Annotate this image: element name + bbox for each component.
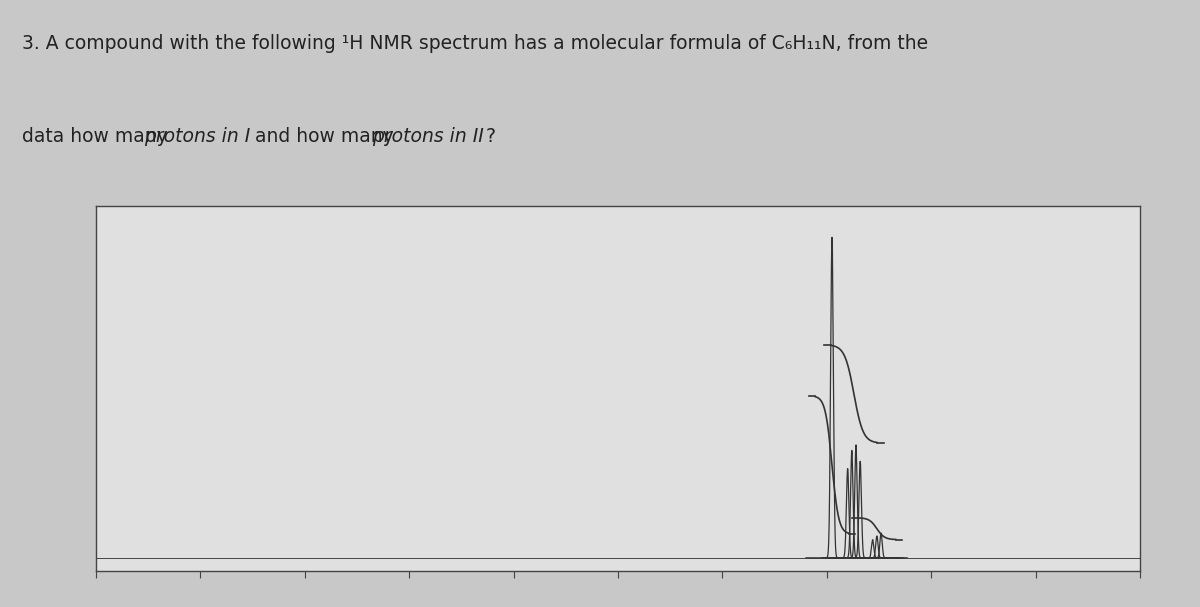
Text: protons in II: protons in II bbox=[372, 127, 484, 146]
Text: 3. A compound with the following ¹H NMR spectrum has a molecular formula of C₆H₁: 3. A compound with the following ¹H NMR … bbox=[22, 34, 928, 53]
Text: and how many: and how many bbox=[250, 127, 400, 146]
Text: data how many: data how many bbox=[22, 127, 173, 146]
Text: ?: ? bbox=[486, 127, 496, 146]
Text: protons in I: protons in I bbox=[144, 127, 251, 146]
